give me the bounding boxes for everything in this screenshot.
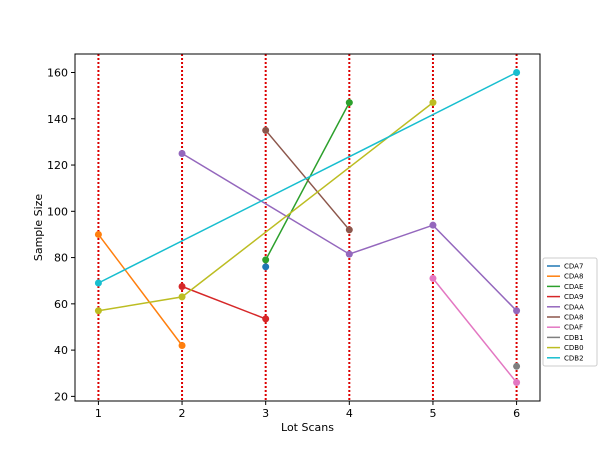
plot-area <box>94 54 521 401</box>
data-point-cdae <box>345 99 353 107</box>
series-line-cdaa <box>181 152 518 312</box>
data-point-cdaa <box>345 250 353 258</box>
data-point-cdae <box>262 256 270 264</box>
y-tick-label: 20 <box>54 390 68 403</box>
data-point-cda8 <box>345 226 353 234</box>
data-point-cdaf <box>429 274 437 282</box>
legend-entry: CDA8 <box>564 273 583 281</box>
legend-entry: CDB0 <box>564 344 584 352</box>
x-tick-label: 3 <box>262 407 269 420</box>
y-tick-label: 140 <box>47 113 68 126</box>
data-point-cdb1 <box>513 362 521 370</box>
legend-entry: CDB1 <box>564 334 584 342</box>
data-point-cdb2 <box>513 69 521 77</box>
axes: 1 2 3 4 5 6 20 40 60 80 100 120 140 160 <box>47 67 520 420</box>
x-tick-label: 6 <box>513 407 520 420</box>
data-point-cda8 <box>94 230 102 238</box>
legend-entry: CDAA <box>564 303 584 311</box>
legend-entry: CDA9 <box>564 293 583 301</box>
data-point-cdaf <box>513 378 521 386</box>
legend-entry: CDA8 <box>564 314 583 322</box>
series-line-cda8 <box>265 129 350 231</box>
legend: CDA7 CDA8 CDAE CDA9 CDAA CDA8 CDAF CDB1 CDB0 CDB2 <box>542 257 598 367</box>
y-tick-label: 60 <box>54 298 68 311</box>
y-tick-label: 80 <box>54 252 68 265</box>
x-tick-label: 5 <box>429 407 436 420</box>
series-line-cda8 <box>97 233 183 346</box>
data-point-cdaa <box>513 307 521 315</box>
x-tick-label: 2 <box>179 407 186 420</box>
data-point-cda8 <box>178 341 186 349</box>
legend-entry: CDAF <box>564 324 583 332</box>
legend-entry: CDA7 <box>564 263 583 271</box>
y-tick-label: 40 <box>54 344 68 357</box>
series-line-cda9 <box>181 285 266 320</box>
legend-frame <box>542 257 598 367</box>
y-tick-label: 160 <box>47 67 68 80</box>
legend-entry: CDAE <box>564 283 583 291</box>
data-point-cda8 <box>262 126 270 134</box>
data-point-cda9 <box>262 315 270 323</box>
data-point-cda9 <box>178 282 186 290</box>
y-tick-label: 120 <box>47 159 68 172</box>
legend-entry: CDB2 <box>564 354 584 362</box>
y-tick-label: 100 <box>47 205 68 218</box>
series-line-cdaf <box>432 277 518 383</box>
data-point-cdb2 <box>94 279 102 287</box>
series-line-cdb2 <box>98 71 517 284</box>
data-point-cdaa <box>429 221 437 229</box>
data-point-cdb0 <box>429 99 437 107</box>
data-point-cdaa <box>178 149 186 157</box>
data-point-cda7 <box>262 263 270 271</box>
data-point-cdb0 <box>94 307 102 315</box>
data-point-cdb0 <box>178 293 186 301</box>
x-tick-label: 4 <box>346 407 353 420</box>
x-axis-label: Lot Scans <box>281 421 334 434</box>
x-tick-label: 1 <box>95 407 102 420</box>
y-axis-label: Sample Size <box>32 194 45 262</box>
plot-frame <box>74 53 541 402</box>
series-line-cdae <box>265 102 350 261</box>
